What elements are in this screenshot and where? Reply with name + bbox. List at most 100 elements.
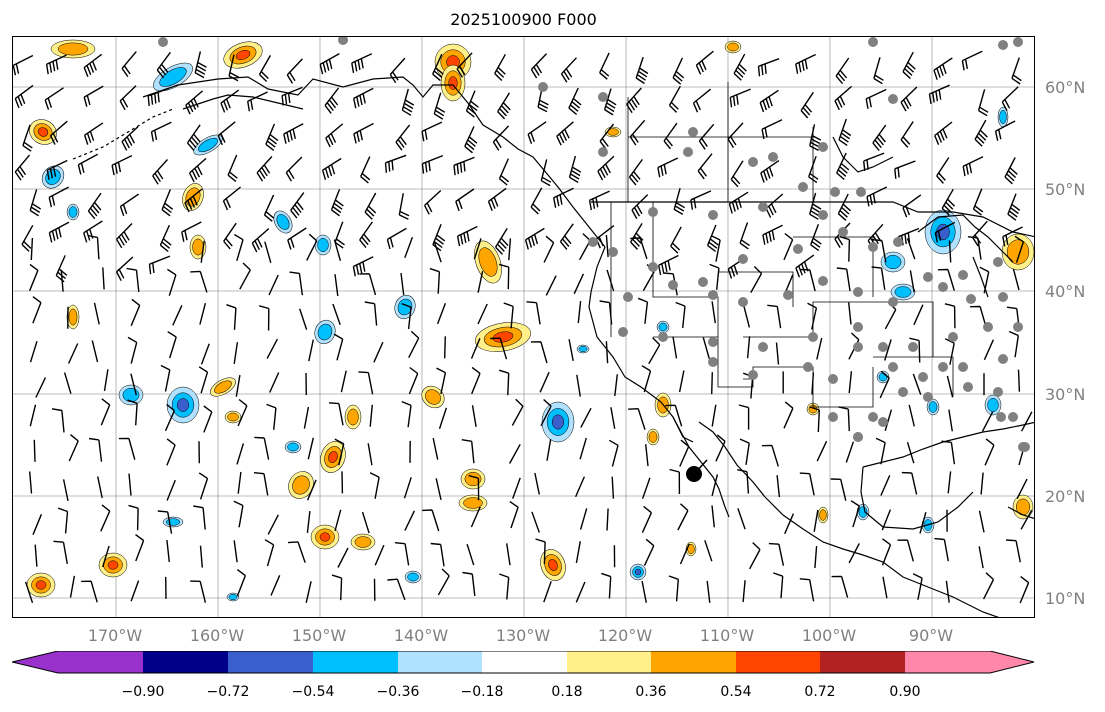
wind-barb xyxy=(677,503,689,531)
canada-province-lines xyxy=(627,82,814,202)
wind-barb xyxy=(645,444,649,467)
wind-barb xyxy=(530,187,543,215)
wind-barb xyxy=(872,124,887,152)
wind-barb xyxy=(760,160,780,183)
station-marker xyxy=(618,327,628,337)
wind-barb xyxy=(369,472,380,499)
wind-barb xyxy=(606,508,609,531)
wind-barb xyxy=(495,228,509,255)
station-marker xyxy=(808,332,818,342)
wind-barb xyxy=(233,540,238,563)
wind-barb xyxy=(526,301,541,325)
colorbar-bin-4 xyxy=(313,651,398,673)
wind-barb xyxy=(761,444,779,467)
wind-barb xyxy=(738,404,750,430)
station-marker xyxy=(888,94,898,104)
wind-barb xyxy=(848,543,860,564)
wind-barb xyxy=(234,233,244,261)
wind-barb xyxy=(807,302,818,330)
wind-barb xyxy=(351,53,373,74)
station-marker xyxy=(768,152,778,162)
wind-barb xyxy=(524,227,545,250)
wind-barb xyxy=(611,476,615,499)
wind-barb xyxy=(730,160,744,188)
wind-barb xyxy=(750,265,763,294)
wind-barb xyxy=(679,439,690,467)
wind-barb xyxy=(423,189,442,215)
station-marker xyxy=(838,227,848,237)
wind-barb xyxy=(334,438,345,466)
wind-barb xyxy=(433,241,442,263)
wind-barb xyxy=(630,223,644,250)
wind-barb xyxy=(438,407,448,430)
station-marker xyxy=(856,187,866,197)
wind-barb xyxy=(401,302,412,330)
wind-barb xyxy=(626,87,642,114)
wind-barb xyxy=(881,509,892,531)
wind-barb xyxy=(913,304,924,326)
wind-barb xyxy=(530,341,548,364)
station-marker xyxy=(748,157,758,167)
wind-barb xyxy=(678,370,685,393)
wind-barb xyxy=(157,510,173,534)
wind-barb xyxy=(247,91,268,112)
wind-barb xyxy=(795,53,817,74)
wind-barb xyxy=(319,52,340,75)
lon-label-130w: 130°W xyxy=(495,626,551,645)
wind-barb xyxy=(166,540,170,563)
wind-barb xyxy=(1014,235,1025,263)
station-marker xyxy=(998,354,1008,364)
wind-barb xyxy=(359,273,377,296)
wind-barb xyxy=(324,87,340,114)
wind-barb xyxy=(574,476,586,498)
wind-barb xyxy=(198,472,209,500)
wind-barb xyxy=(498,369,510,396)
wind-barb xyxy=(710,234,721,262)
wind-barb xyxy=(537,85,549,113)
station-marker xyxy=(923,392,933,402)
wind-barb xyxy=(147,87,170,107)
station-marker xyxy=(758,202,768,212)
wind-barb xyxy=(728,191,749,214)
negative-contour-area xyxy=(176,398,190,412)
wind-barb xyxy=(367,443,373,466)
wind-barb xyxy=(972,220,988,247)
wind-barb xyxy=(871,266,886,291)
wind-barb xyxy=(508,238,512,261)
wind-barb xyxy=(979,266,990,294)
wind-barb xyxy=(30,237,34,261)
wind-barb xyxy=(511,398,524,426)
wind-barb xyxy=(287,541,306,563)
wind-barb xyxy=(733,53,747,81)
station-marker xyxy=(803,362,813,372)
wind-barb xyxy=(200,343,210,365)
wind-barb xyxy=(384,154,407,173)
wind-barb xyxy=(981,411,994,432)
wind-barb xyxy=(332,303,341,326)
wind-barb xyxy=(835,57,850,85)
wind-barb xyxy=(588,190,610,211)
wind-barb xyxy=(135,534,145,562)
station-marker xyxy=(748,370,758,380)
wind-barb xyxy=(364,301,378,326)
wind-barb xyxy=(977,89,989,117)
map-plot-area[interactable] xyxy=(12,36,1035,618)
wind-barb xyxy=(711,404,717,427)
wind-barb xyxy=(160,364,171,392)
wind-barb xyxy=(387,578,406,601)
wind-barb xyxy=(727,256,748,279)
wind-barb xyxy=(461,439,475,464)
negative-contour-area xyxy=(159,67,187,87)
wind-barb xyxy=(629,119,646,146)
wind-barb xyxy=(641,477,651,499)
wind-barb xyxy=(1007,193,1021,221)
wind-barb xyxy=(360,156,371,184)
wind-barb xyxy=(631,194,649,220)
wind-barb xyxy=(408,366,419,395)
positive-contour-area xyxy=(192,238,204,256)
wind-barb xyxy=(306,479,317,501)
wind-barb xyxy=(761,119,783,140)
station-marker xyxy=(538,82,548,92)
negative-contour-area xyxy=(578,346,588,352)
wind-barb xyxy=(934,221,956,243)
